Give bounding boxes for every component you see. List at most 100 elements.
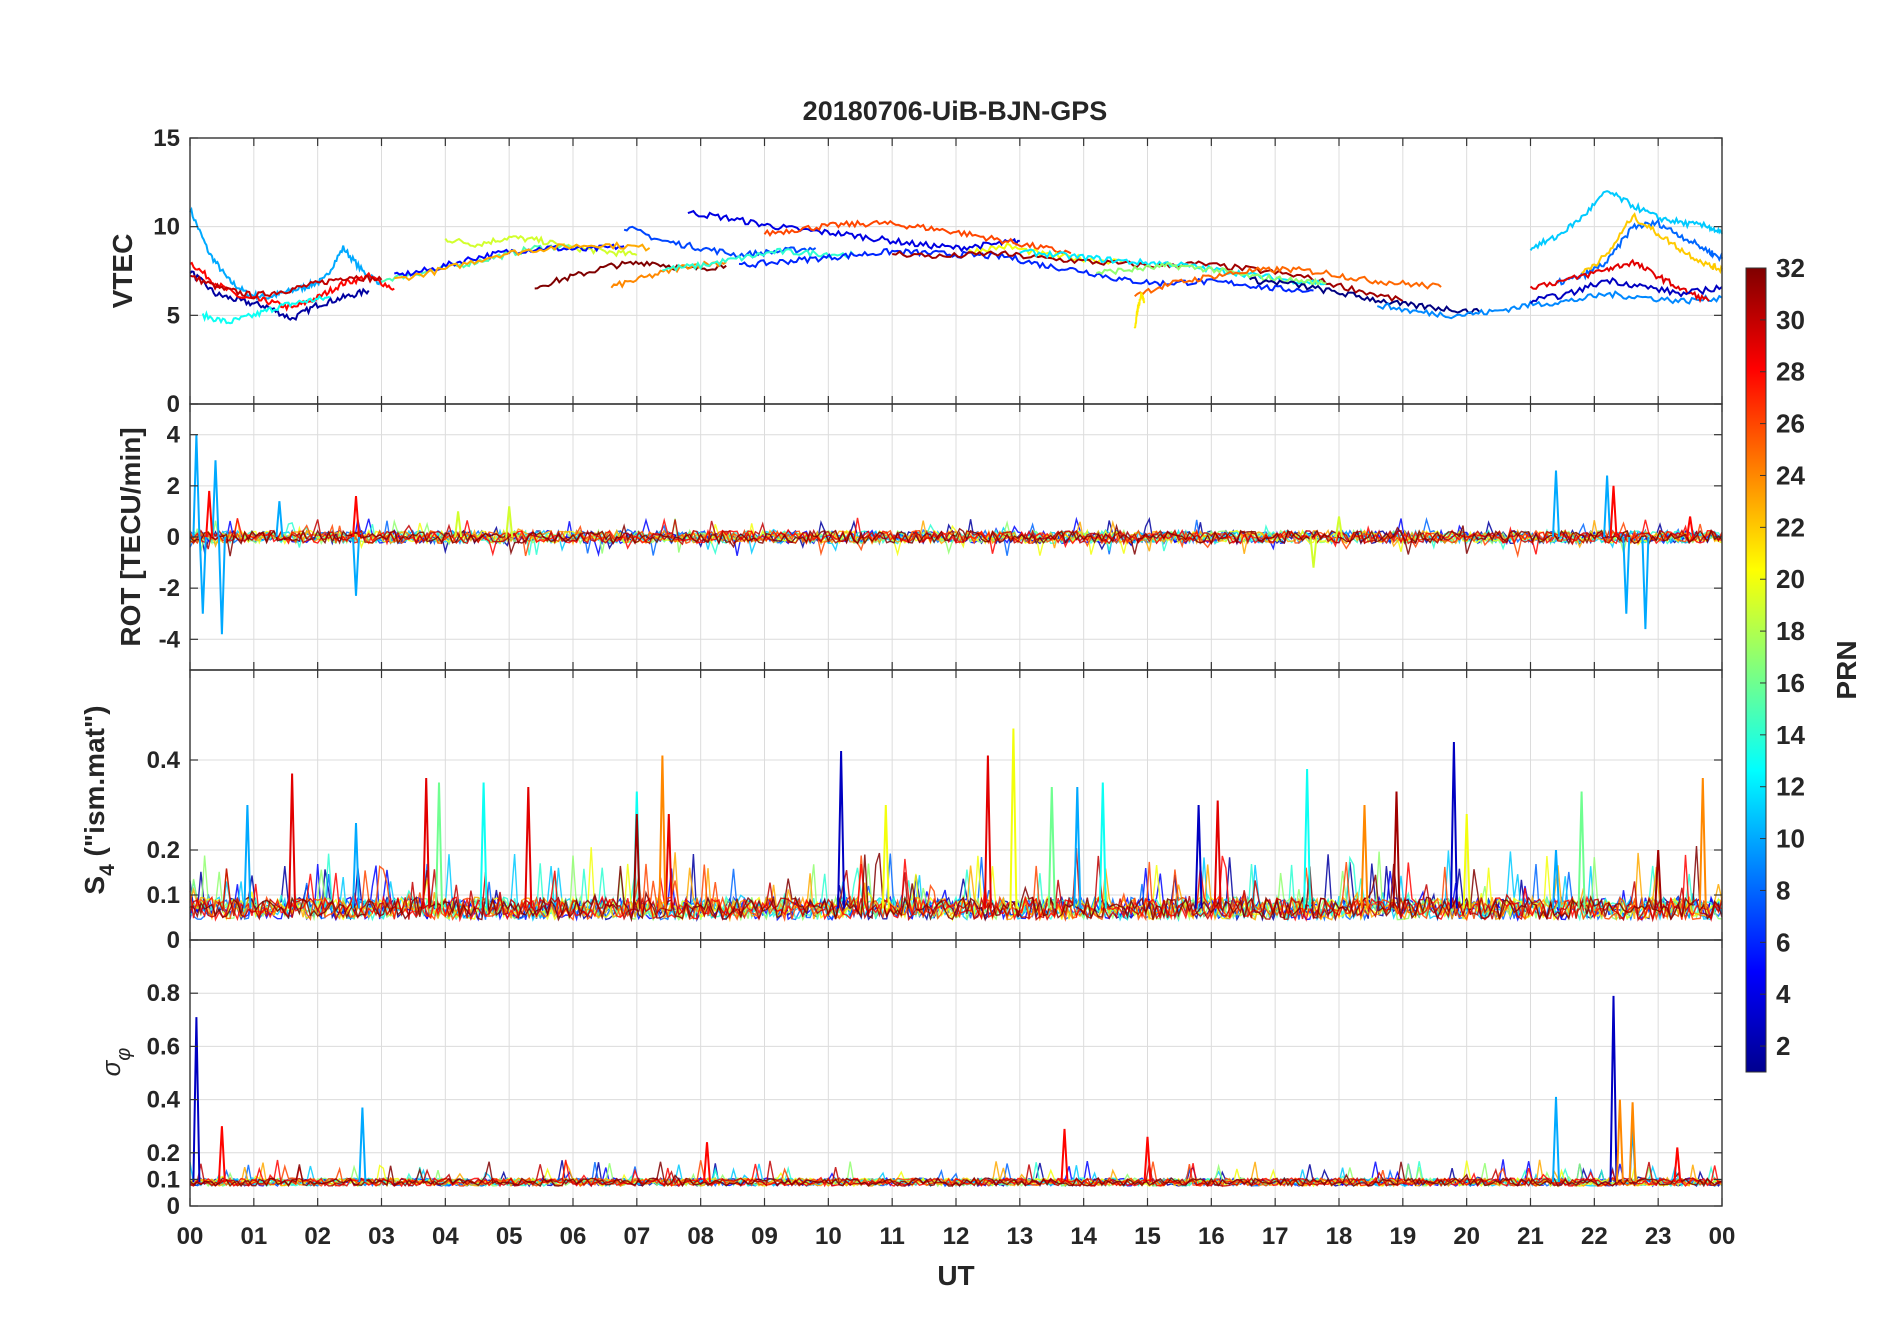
vtec-series-line: [1133, 292, 1146, 329]
spike-mark: [454, 511, 463, 538]
colorbar-tick-label: 4: [1776, 979, 1791, 1009]
vtec-series-line: [189, 270, 370, 322]
vtec-traces: [189, 190, 1723, 329]
sigma-phi-traces: [189, 995, 1723, 1188]
s4-y-label-rest: ("ism.mat"): [79, 705, 110, 864]
vtec-series-line: [394, 241, 651, 282]
spike-mark: [703, 1142, 711, 1183]
vtec-series-line: [1529, 258, 1710, 304]
x-tick-label: 07: [623, 1223, 650, 1250]
spike-mark: [1686, 516, 1695, 538]
s4-y-ticks: 0 0.1 0.2 0.4: [147, 670, 1723, 954]
x-tick-label: 01: [240, 1223, 267, 1250]
x-tick-label: 13: [1006, 1223, 1033, 1250]
y-tick-label: 0: [167, 391, 180, 418]
spike-mark: [1462, 813, 1471, 909]
x-axis-ticks: 00 01 02 03 04 05 06 07 08 09 10 11 12 13 14 15 16 17 18 19…: [177, 1223, 1736, 1250]
spike-mark: [983, 755, 992, 909]
spike-mark: [1609, 995, 1618, 1183]
colorbar-label: PRN: [1831, 640, 1862, 699]
vtec-series-line: [610, 260, 727, 289]
x-tick-label: 09: [751, 1223, 778, 1250]
spike-mark: [217, 536, 226, 635]
x-axis-label: UT: [937, 1260, 974, 1291]
colorbar-tick-label: 16: [1776, 668, 1805, 698]
vtec-series-line: [444, 235, 638, 258]
rot-y-label: ROT [TECU/min]: [115, 427, 146, 646]
noise-line: [189, 523, 1723, 557]
vtec-series-line: [1581, 212, 1723, 275]
spike-mark: [1047, 786, 1056, 909]
spike-mark: [1615, 1099, 1624, 1183]
noise-line: [189, 847, 1723, 923]
sigma-phi-y-label: σφ: [96, 1048, 135, 1077]
vtec-series-line: [738, 247, 1314, 293]
spike-mark: [479, 782, 488, 909]
spike-mark: [1552, 470, 1560, 538]
vtec-series-line: [189, 274, 383, 300]
y-tick-label: 2: [167, 473, 180, 500]
vtec-series-line: [1249, 276, 1481, 315]
spike-mark: [1654, 849, 1663, 909]
spike-mark: [1360, 804, 1369, 909]
x-tick-label: 22: [1581, 1223, 1608, 1250]
colorbar-tick-label: 22: [1776, 512, 1805, 542]
x-tick-label: 18: [1326, 1223, 1353, 1250]
x-tick-label: 05: [496, 1223, 523, 1250]
spike-mark: [1335, 516, 1343, 538]
x-tick-label: 19: [1389, 1223, 1416, 1250]
spike-mark: [1609, 485, 1618, 538]
vtec-series-line: [1134, 265, 1442, 297]
y-tick-label: 4: [167, 422, 181, 449]
spike-mark: [243, 804, 252, 909]
vtec-series-line: [1529, 190, 1723, 251]
figure-title: 20180706-UiB-BJN-GPS: [803, 96, 1108, 126]
x-tick-label: 10: [815, 1223, 842, 1250]
rot-traces: [189, 434, 1723, 635]
spike-mark: [192, 1017, 201, 1183]
spike-mark: [1603, 475, 1612, 538]
x-tick-label: 06: [560, 1223, 587, 1250]
panel-vtec: 0 5 10 15 VTEC: [107, 125, 1723, 418]
vtec-series-line: [1376, 290, 1723, 320]
colorbar-tick-label: 6: [1776, 927, 1790, 957]
colorbar-tick-label: 2: [1776, 1031, 1790, 1061]
spike-mark: [1060, 1128, 1069, 1183]
spike-mark: [881, 804, 890, 909]
spike-mark: [211, 460, 220, 538]
x-tick-label: 20: [1453, 1223, 1480, 1250]
y-tick-label: -4: [159, 626, 181, 653]
spike-mark: [217, 1126, 226, 1183]
y-tick-label: 0: [167, 1193, 180, 1220]
vtec-series-line: [623, 225, 817, 259]
x-tick-label: 12: [943, 1223, 970, 1250]
spike-mark: [205, 490, 214, 538]
colorbar-tick-label: 10: [1776, 824, 1805, 854]
spike-mark: [288, 773, 297, 909]
y-tick-label: 0.2: [147, 1140, 180, 1167]
colorbar-tick-label: 32: [1776, 253, 1805, 283]
spike-mark: [1213, 800, 1222, 909]
spike-mark: [358, 1107, 367, 1183]
y-tick-label: 15: [153, 125, 180, 152]
x-tick-label: 16: [1198, 1223, 1225, 1250]
vtec-series-line: [1529, 277, 1723, 305]
y-tick-label: 0: [167, 927, 180, 954]
spike-mark: [1673, 1147, 1682, 1183]
vtec-series-line: [201, 294, 331, 325]
spike-mark: [1622, 536, 1631, 614]
y-tick-label: 0.8: [147, 980, 180, 1007]
spike-mark: [1303, 768, 1312, 909]
spike-mark: [1143, 1136, 1152, 1183]
x-tick-label: 11: [879, 1223, 904, 1250]
sigma-phi-y-label-main: σ: [96, 1059, 126, 1076]
x-tick-label: 15: [1134, 1223, 1161, 1250]
noise-line: [189, 1160, 1723, 1188]
spike-mark: [1194, 804, 1203, 909]
vtec-series-line: [189, 261, 395, 312]
spike-mark: [435, 782, 443, 909]
spike-mark: [1628, 1102, 1637, 1183]
